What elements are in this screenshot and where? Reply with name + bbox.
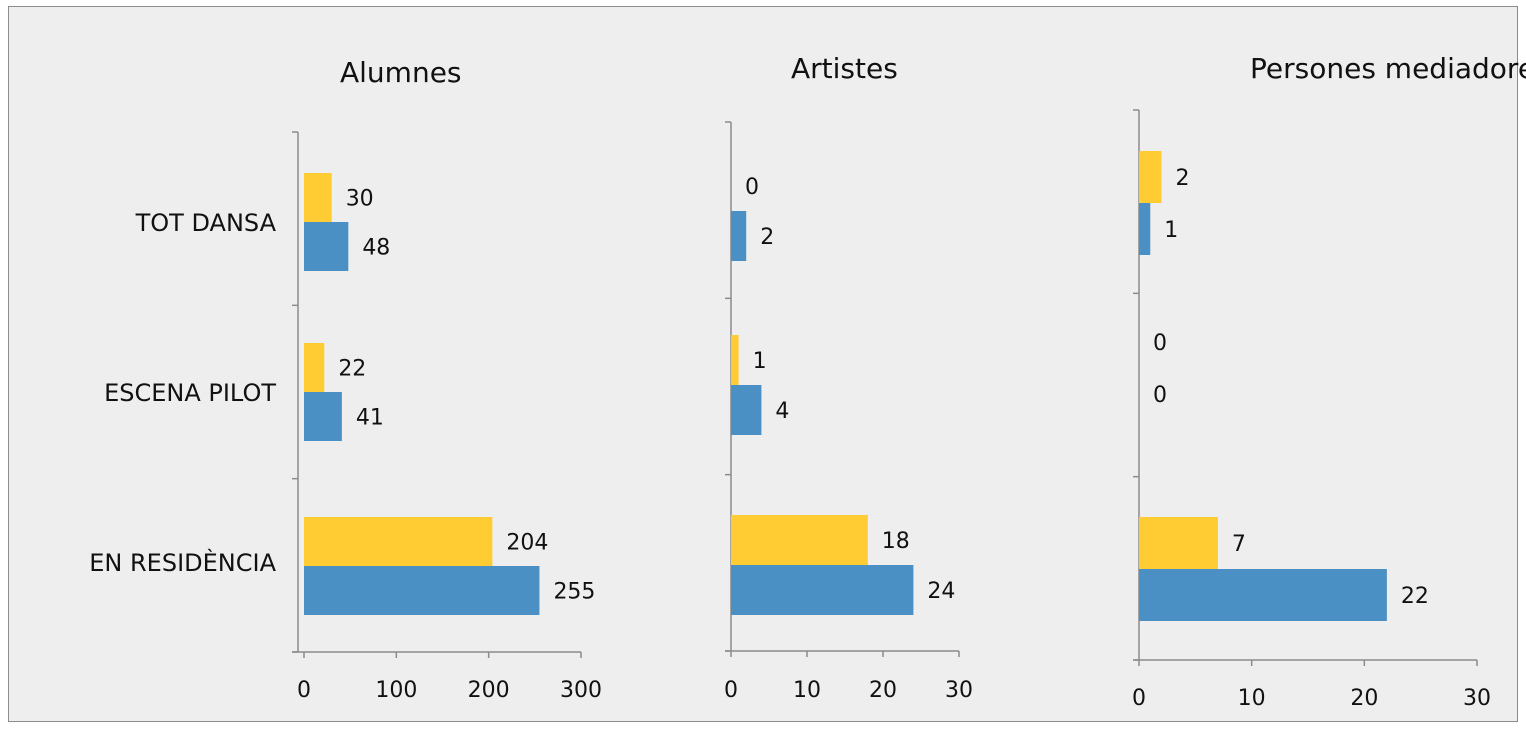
data-label: 4	[775, 399, 789, 424]
bar-blue	[731, 211, 747, 261]
bar-yellow	[1139, 151, 1162, 203]
x-tick-label: 20	[869, 678, 897, 703]
data-label: 48	[362, 236, 390, 261]
bar-blue	[1139, 203, 1151, 255]
data-label: 30	[346, 187, 374, 212]
data-label: 204	[506, 531, 548, 556]
x-tick-label: 20	[1350, 686, 1378, 711]
bar-blue	[731, 565, 914, 615]
panel-title: Alumnes	[340, 56, 462, 89]
bar-blue	[304, 222, 349, 271]
bar-blue	[304, 566, 540, 615]
bar-yellow	[1139, 517, 1218, 569]
bar-yellow	[731, 515, 868, 565]
data-label: 1	[1164, 218, 1178, 243]
x-tick-label: 0	[1132, 686, 1146, 711]
data-label: 18	[882, 529, 910, 554]
bar-yellow	[304, 343, 325, 392]
data-label: 0	[1153, 331, 1167, 356]
data-label: 7	[1232, 532, 1246, 557]
data-label: 0	[1153, 383, 1167, 408]
data-label: 2	[760, 225, 774, 250]
data-label: 255	[553, 580, 595, 605]
panel-title: Persones mediadores	[1250, 52, 1526, 85]
data-label: 24	[927, 579, 955, 604]
x-tick-label: 200	[468, 678, 510, 703]
x-tick-label: 30	[1463, 686, 1491, 711]
x-tick-label: 300	[560, 678, 602, 703]
data-label: 41	[356, 406, 384, 431]
data-label: 22	[338, 357, 366, 382]
data-label: 0	[745, 175, 759, 200]
data-label: 1	[753, 349, 767, 374]
category-label: TOT DANSA	[135, 209, 277, 237]
category-label: EN RESIDÈNCIA	[89, 548, 276, 577]
bar-blue	[1139, 569, 1387, 621]
x-tick-label: 0	[297, 678, 311, 703]
x-tick-label: 100	[375, 678, 417, 703]
bar-yellow	[304, 173, 332, 222]
data-label: 2	[1176, 166, 1190, 191]
bar-blue	[304, 392, 342, 441]
bar-yellow	[731, 335, 739, 385]
x-tick-label: 0	[724, 678, 738, 703]
bar-blue	[731, 385, 762, 435]
x-tick-label: 10	[1238, 686, 1266, 711]
x-tick-label: 30	[945, 678, 973, 703]
panel-title: Artistes	[791, 52, 898, 85]
category-label: ESCENA PILOT	[104, 379, 276, 407]
bar-yellow	[304, 517, 493, 566]
data-label: 22	[1401, 584, 1429, 609]
x-tick-label: 10	[793, 678, 821, 703]
